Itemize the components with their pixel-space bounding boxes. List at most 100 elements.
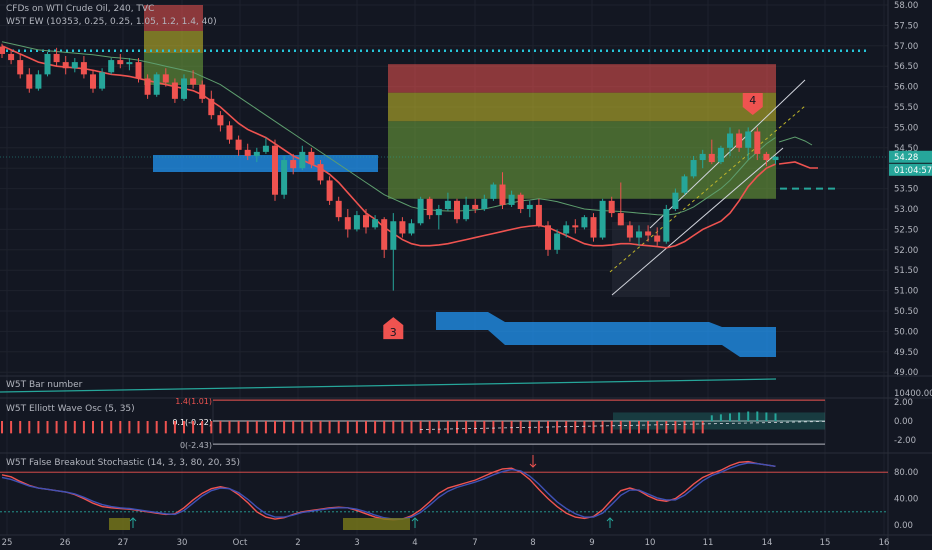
price-tick-label: 54.50 xyxy=(894,144,918,154)
candle-body xyxy=(244,149,251,156)
time-tick-label: 3 xyxy=(354,538,359,548)
candle-body xyxy=(126,62,133,65)
ewo-green-zone xyxy=(613,412,825,430)
time-tick-label: 30 xyxy=(177,538,188,548)
wave-label-3: 3 xyxy=(383,317,404,340)
candle-body xyxy=(8,53,15,61)
candle-body xyxy=(190,78,197,85)
projection-green xyxy=(778,136,813,146)
candle-body xyxy=(308,151,315,165)
candle-body xyxy=(681,176,688,193)
candle-body xyxy=(454,200,460,220)
candle-body xyxy=(399,221,406,234)
last-price-label: 54.28 xyxy=(894,153,918,163)
candle-body xyxy=(663,209,670,242)
moving-average-red xyxy=(1,45,776,249)
candle-body xyxy=(608,200,615,214)
ewo-level-label: 1.4(1.01) xyxy=(175,397,212,406)
stoch-d-line xyxy=(1,462,776,520)
candle-body xyxy=(171,82,178,99)
candle-body xyxy=(763,153,770,161)
price-tick-label: 52.50 xyxy=(894,225,918,235)
candle-body xyxy=(708,153,715,163)
price-tick-label: 51.00 xyxy=(894,287,918,297)
stoch-arrow-up xyxy=(129,517,137,528)
candle-body xyxy=(317,164,324,181)
indicator-title: W5T EW (10353, 0.25, 0.25, 1.05, 1.2, 1.… xyxy=(6,17,217,27)
time-tick-label: 15 xyxy=(820,538,831,548)
ewo-level-label: 0(-2.43) xyxy=(180,441,212,450)
target-box-red-left xyxy=(144,5,203,31)
candle-body xyxy=(281,160,288,195)
candle-body xyxy=(153,74,160,95)
stoch-arrow-up xyxy=(606,517,614,528)
ewo-tick-label: 2.00 xyxy=(894,398,913,408)
candle-body xyxy=(699,153,706,161)
blue-zone-upper xyxy=(153,155,378,172)
stoch-marker-box xyxy=(343,518,410,530)
wave-marker-down xyxy=(742,93,763,116)
candle-body xyxy=(99,72,106,89)
wave-marker-up xyxy=(383,317,404,340)
candle-body xyxy=(727,133,733,148)
moving-average-green xyxy=(1,41,776,216)
candle-body xyxy=(117,60,124,65)
candle-body xyxy=(208,98,215,116)
price-tick-label: 58.00 xyxy=(894,1,918,11)
time-tick-label: 2 xyxy=(295,538,300,548)
candle-body xyxy=(381,219,388,250)
candle-body xyxy=(526,204,533,209)
candle-body xyxy=(772,156,779,161)
candle-body xyxy=(599,200,606,238)
candle-body xyxy=(690,160,697,177)
candle-body xyxy=(108,60,115,73)
candle-body xyxy=(272,145,278,195)
price-tick-label: 49.50 xyxy=(894,348,918,358)
stoch-arrow-up xyxy=(411,517,419,528)
time-tick-label: 26 xyxy=(60,538,71,548)
stoch-tick-label: 80.00 xyxy=(894,468,918,478)
price-tick-label: 50.50 xyxy=(894,307,918,317)
price-tick-label: 56.00 xyxy=(894,83,918,93)
price-tick-label: 52.00 xyxy=(894,246,918,256)
target-box-green xyxy=(388,121,776,199)
candle-body xyxy=(417,198,424,224)
candle-body xyxy=(299,151,306,169)
candle-body xyxy=(545,225,551,250)
candle-body xyxy=(517,194,524,209)
bar-number-line xyxy=(0,378,777,393)
ewo-tick-label: -2.00 xyxy=(894,436,916,446)
candle-body xyxy=(162,74,169,83)
candle-body xyxy=(262,145,269,152)
price-tick-label: 49.00 xyxy=(894,368,918,378)
stoch-k-line xyxy=(1,460,776,521)
candle-body xyxy=(590,217,597,238)
wave-label-text: 3 xyxy=(390,326,397,339)
candle-body xyxy=(326,180,333,201)
last-price-badge xyxy=(889,150,932,163)
price-tick-label: 53.00 xyxy=(894,205,918,215)
candle-body xyxy=(35,74,42,89)
candle-body xyxy=(444,200,451,209)
channel-middle xyxy=(609,105,806,273)
candle-body xyxy=(563,225,570,234)
candle-body xyxy=(481,198,488,209)
candle-body xyxy=(53,53,60,63)
candle-body xyxy=(235,139,242,150)
wave-label-4: 4 xyxy=(742,93,763,116)
candle-body xyxy=(435,209,442,216)
time-tick-label: 25 xyxy=(2,538,13,548)
candle-body xyxy=(181,78,187,99)
candle-body xyxy=(199,84,206,99)
candle-body xyxy=(581,217,588,228)
candle-body xyxy=(372,219,379,228)
candle-body xyxy=(353,215,360,230)
candle-body xyxy=(636,231,642,238)
time-tick-label: 11 xyxy=(703,538,714,548)
ewo-tick-label: 0.00 xyxy=(894,417,913,427)
ewo-title: W5T Elliott Wave Osc (5, 35) xyxy=(6,404,135,414)
time-tick-label: 9 xyxy=(589,538,594,548)
channel-lower xyxy=(611,147,784,296)
time-tick-label: Oct xyxy=(233,538,248,548)
